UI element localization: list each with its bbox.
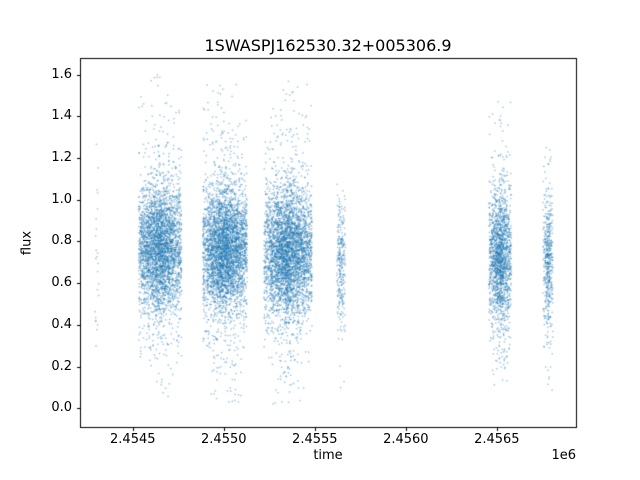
y-tick-label: 0.8 — [51, 233, 72, 249]
x-tick-label: 2.4565 — [474, 432, 520, 447]
x-tick-label: 2.4545 — [110, 432, 156, 447]
x-tick-label: 2.4560 — [383, 432, 429, 447]
y-tick-label: 1.2 — [51, 150, 72, 166]
y-tick-label: 1.6 — [51, 66, 72, 82]
y-tick-label: 1.0 — [51, 191, 72, 207]
y-tick-label: 0.0 — [51, 400, 72, 416]
x-axis-offset-label: 1e6 — [551, 448, 576, 463]
chart-title: 1SWASPJ162530.32+005306.9 — [204, 36, 452, 55]
y-tick-label: 1.4 — [51, 108, 72, 124]
x-tick-label: 2.4550 — [201, 432, 247, 447]
x-tick-label: 2.4555 — [292, 432, 338, 447]
y-tick-label: 0.2 — [51, 358, 72, 374]
y-tick-label: 0.6 — [51, 275, 72, 291]
y-tick-label: 0.4 — [51, 316, 72, 332]
x-axis-label: time — [313, 448, 343, 463]
